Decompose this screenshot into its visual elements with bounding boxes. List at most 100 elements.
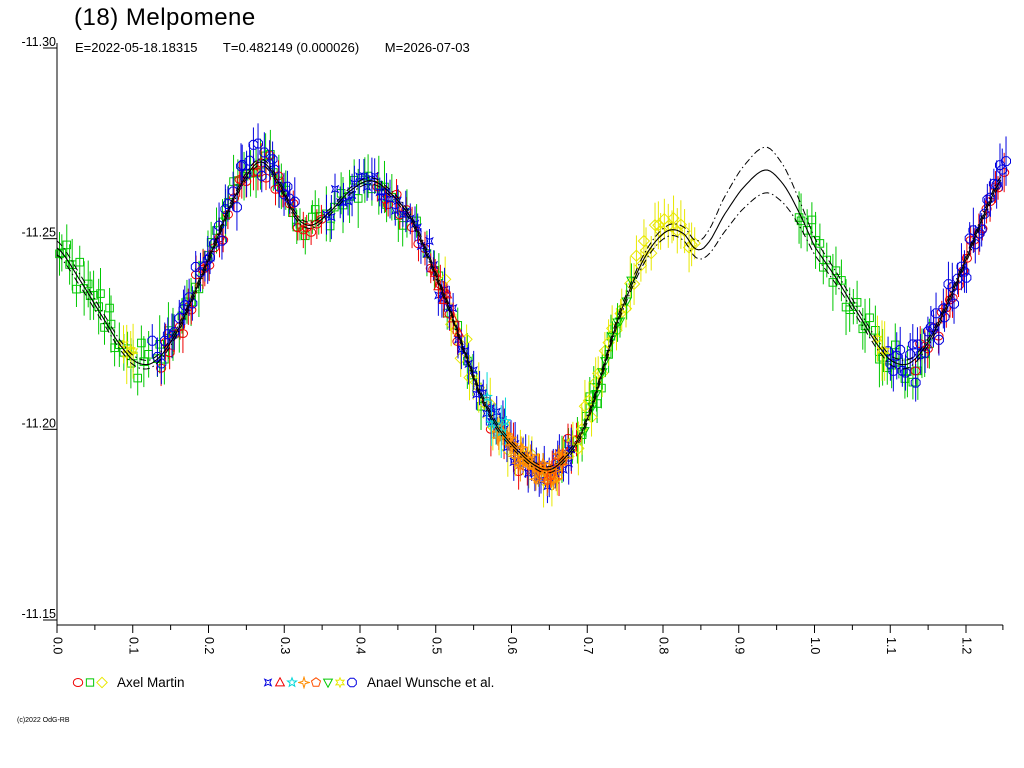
x-tick-label: 0.1 [126,637,140,654]
legend-markers-anael-wunsche [262,675,358,689]
data-point-marker [599,357,611,367]
data-point-marker [802,226,812,235]
cluster-octagon-14 [883,136,1011,402]
pentagon-legend-icon [310,676,322,687]
data-points [55,123,1011,508]
data-point-marker [920,347,930,358]
data-point-marker [974,228,985,239]
data-point-marker [370,171,380,181]
data-point-marker [634,259,648,272]
data-point-marker [306,227,317,237]
data-point-marker [62,240,72,250]
data-point-marker [202,255,213,265]
axes: -11.30 -11.25 -11.20 -11.15 0.0 0.1 0.2 0.3 0.4 0… [21,35,1004,654]
data-point-marker [910,377,921,388]
data-point-marker [995,160,1005,170]
data-point-marker [858,324,868,334]
data-point-marker [934,334,944,345]
data-point-marker [444,318,458,331]
data-point-marker [133,373,142,383]
data-point-marker [481,390,493,402]
cluster-square-5 [794,191,934,400]
data-point-marker [398,210,408,219]
data-point-marker [139,357,149,366]
data-point-marker [961,272,972,283]
data-point-marker [405,214,415,224]
data-point-marker [343,197,353,206]
data-point-marker [523,447,539,463]
legend-group-anael-wunsche: Anael Wunsche et al. [262,672,494,692]
cluster-xstar-15 [322,157,484,410]
data-point-marker [907,339,918,350]
x-tick-label: 0.2 [202,637,216,654]
data-point-marker [499,414,512,427]
data-point-marker [490,418,502,430]
fit-curve [56,161,1002,471]
data-point-marker [469,366,478,375]
data-point-marker [685,238,698,251]
circle-legend-icon [72,677,84,687]
data-point-marker [979,208,990,219]
star6-legend-icon [334,676,346,688]
data-point-marker [248,139,259,150]
data-point-marker [394,211,403,220]
page-title: (18) Melpomene [74,4,256,31]
data-point-marker [433,280,444,291]
data-point-marker [83,279,93,289]
data-point-marker [528,471,544,487]
data-point-marker [852,298,862,307]
data-point-marker [915,349,926,360]
data-point-marker [429,266,441,277]
data-point-marker [885,358,896,369]
data-point-marker [96,289,105,298]
y-tick-label: -11.15 [21,607,56,621]
data-point-marker [949,298,959,309]
data-point-marker [383,200,394,210]
legend-group-axel-martin: Axel Martin [72,672,185,692]
data-point-marker [875,354,884,364]
data-point-marker [923,326,933,337]
data-point-marker [956,261,967,272]
data-point-marker [236,161,246,172]
data-point-marker [253,138,263,149]
data-point-marker [57,248,67,258]
data-point-marker [871,326,880,335]
x-tick-label: 0.6 [505,637,519,654]
data-point-marker [385,194,395,204]
data-point-marker [377,192,386,202]
x-tick-label: 0.8 [657,637,671,654]
data-point-marker [478,388,488,398]
data-point-marker [155,340,164,349]
x-tick-label: 0.0 [51,637,65,654]
star5-legend-icon [286,675,298,687]
data-point-marker [890,340,900,350]
data-point-marker [678,224,691,238]
envelope-lower [56,164,1002,474]
period-value: T=0.482149 (0.000026) [222,40,360,55]
data-point-marker [1001,156,1011,167]
data-point-marker [542,475,553,485]
data-point-marker [900,367,911,378]
cluster-square-0 [55,224,153,396]
legend-label-anael-wunsche: Anael Wunsche et al. [367,674,495,690]
data-point-marker [105,303,114,313]
data-point-marker [330,184,340,194]
data-point-marker [976,224,987,235]
ephemeris-line: E=2022-05-18.18315 T=0.482149 (0.000026)… [75,40,492,55]
data-point-marker [156,358,167,369]
x-tick-label: 1.2 [960,637,974,654]
legend-markers-axel-martin [72,676,108,689]
data-point-marker [438,273,452,286]
octagon-legend-icon [347,677,357,687]
data-point-marker [509,457,519,467]
diamond-legend-icon [96,676,108,688]
epoch-value: E=2022-05-18.18315 [75,40,198,55]
data-point-marker [607,332,618,343]
data-point-marker [237,160,248,170]
data-point-marker [524,457,540,473]
cluster-pentagon-23 [534,448,568,493]
data-point-marker [472,390,481,399]
data-point-marker [137,338,146,348]
legend-label-axel-martin: Axel Martin [117,674,185,690]
